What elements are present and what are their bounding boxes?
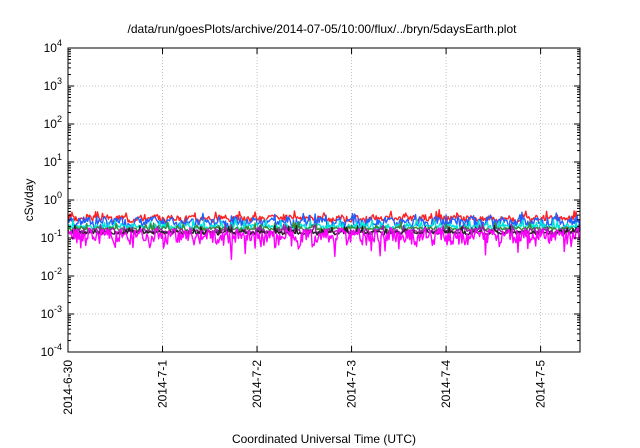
x-tick-label: 2014-7-2 xyxy=(250,360,264,408)
y-tick-label: 102 xyxy=(44,114,62,131)
y-tick-label: 10-4 xyxy=(41,342,62,359)
x-tick-label: 2014-7-4 xyxy=(439,360,453,408)
series-line xyxy=(67,211,581,230)
series-line xyxy=(67,226,581,260)
y-tick-label: 103 xyxy=(44,76,62,93)
y-tick-label: 10-1 xyxy=(41,228,62,245)
grid-lines xyxy=(68,48,580,352)
series-lines xyxy=(67,208,581,260)
x-tick-label: 2014-7-5 xyxy=(534,360,548,408)
y-tick-label: 10-2 xyxy=(41,266,62,283)
x-axis-label: Coordinated Universal Time (UTC) xyxy=(232,432,416,446)
y-axis: 10-4 10-3 10-2 10-1 100 101 102 103 104 xyxy=(41,38,580,359)
y-tick-label: 100 xyxy=(44,190,62,207)
series-line xyxy=(67,224,581,236)
y-tick-label: 101 xyxy=(44,152,62,169)
y-axis-label: cSv/day xyxy=(22,179,36,222)
y-tick-label: 104 xyxy=(44,38,62,55)
x-axis: 2014-6-30 2014-7-1 2014-7-2 2014-7-3 2014-7-… xyxy=(61,48,548,415)
x-tick-label: 2014-7-1 xyxy=(156,360,170,408)
chart-title: /data/run/goesPlots/archive/2014-07-05/1… xyxy=(128,22,518,36)
y-tick-label: 10-3 xyxy=(41,304,62,321)
x-tick-label: 2014-7-3 xyxy=(345,360,359,408)
x-tick-label: 2014-6-30 xyxy=(61,360,75,415)
